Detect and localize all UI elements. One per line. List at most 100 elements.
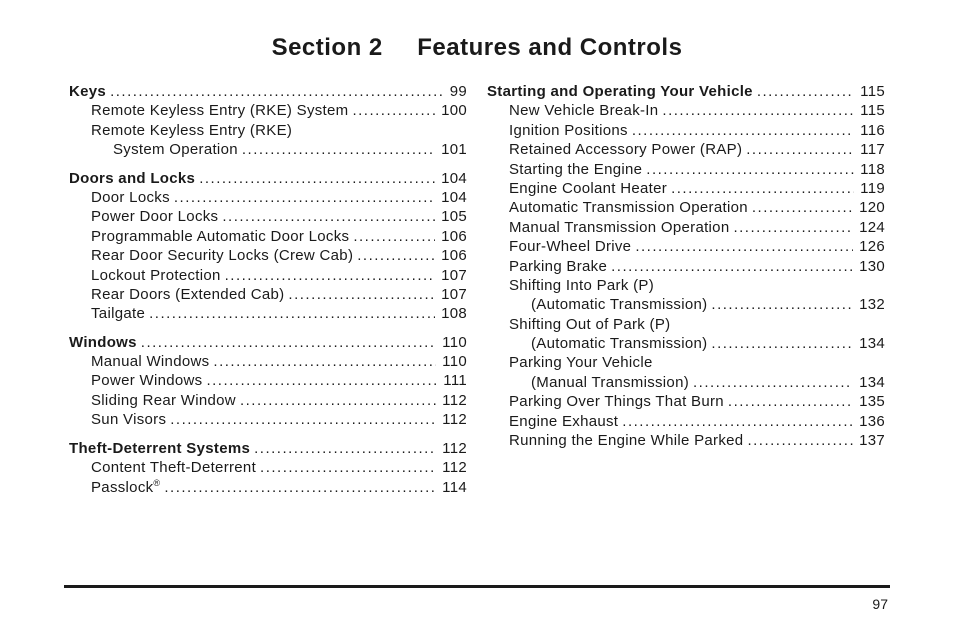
- toc-label: Passlock®: [69, 479, 164, 495]
- toc-label: Manual Transmission Operation: [487, 220, 733, 235]
- toc-leader: [635, 239, 853, 254]
- toc-leader: [170, 412, 436, 427]
- page: Section 2 Features and Controls Keys99Re…: [0, 0, 954, 636]
- toc-label: System Operation: [69, 142, 242, 157]
- toc-leader: [199, 171, 435, 186]
- toc-label: Lockout Protection: [69, 268, 225, 283]
- toc-leader: [747, 433, 853, 448]
- toc-label: Content Theft-Deterrent: [69, 460, 260, 475]
- toc-label: Rear Doors (Extended Cab): [69, 287, 288, 302]
- toc-label: Rear Door Security Locks (Crew Cab): [69, 248, 357, 263]
- toc-page: 118: [854, 162, 885, 177]
- toc-line: Manual Windows110: [69, 354, 467, 369]
- toc-leader: [353, 229, 435, 244]
- toc-leader: [746, 142, 854, 157]
- toc-label: Programmable Automatic Door Locks: [69, 229, 353, 244]
- toc-leader: [141, 335, 436, 350]
- section-title: Features and Controls: [417, 34, 682, 61]
- toc-label: Power Windows: [69, 373, 206, 388]
- toc-line: Parking Over Things That Burn135: [487, 394, 885, 409]
- toc-label: Parking Brake: [487, 259, 611, 274]
- toc-page: 112: [436, 441, 467, 456]
- toc-line: Programmable Automatic Door Locks 106: [69, 229, 467, 244]
- toc-line: Manual Transmission Operation 124: [487, 220, 885, 235]
- toc-line: Parking Brake130: [487, 259, 885, 274]
- toc-label: Starting the Engine: [487, 162, 646, 177]
- toc-page: 104: [435, 190, 467, 205]
- toc-leader: [757, 84, 854, 99]
- toc-line: Door Locks104: [69, 190, 467, 205]
- toc-leader: [110, 84, 444, 99]
- toc-page: 111: [437, 373, 467, 388]
- toc-page: 104: [435, 171, 467, 186]
- toc-leader: [711, 336, 853, 351]
- section-header: Section 2 Features and Controls: [0, 0, 954, 84]
- toc-line: Parking Your Vehicle: [487, 355, 885, 370]
- toc-line: (Automatic Transmission)132: [487, 297, 885, 312]
- toc-line: Tailgate108: [69, 306, 467, 321]
- toc-leader: [752, 200, 853, 215]
- toc-line: (Manual Transmission)134: [487, 375, 885, 390]
- toc-left-column: Keys99Remote Keyless Entry (RKE) System1…: [69, 84, 467, 500]
- toc-leader: [149, 306, 435, 321]
- toc-label: Remote Keyless Entry (RKE): [69, 123, 296, 138]
- toc-page: 107: [435, 268, 467, 283]
- toc-page: 101: [435, 142, 467, 157]
- toc-page: 106: [435, 248, 467, 263]
- toc-label: Sun Visors: [69, 412, 170, 427]
- section-number: Section 2: [272, 34, 383, 61]
- toc-label: Retained Accessory Power (RAP): [487, 142, 746, 157]
- toc-page: 119: [854, 181, 885, 196]
- toc-leader: [352, 103, 435, 118]
- toc-line: Sun Visors112: [69, 412, 467, 427]
- toc-page: 106: [435, 229, 467, 244]
- toc-line: Starting the Engine 118: [487, 162, 885, 177]
- toc-label: Automatic Transmission Operation: [487, 200, 752, 215]
- toc-page: 135: [853, 394, 885, 409]
- toc-page: 132: [853, 297, 885, 312]
- toc-leader: [622, 414, 853, 429]
- toc-line: Doors and Locks104: [69, 171, 467, 186]
- toc-line: (Automatic Transmission)134: [487, 336, 885, 351]
- toc-leader: [733, 220, 853, 235]
- toc-leader: [206, 373, 437, 388]
- toc-line: Sliding Rear Window112: [69, 393, 467, 408]
- toc-leader: [728, 394, 853, 409]
- toc-leader: [632, 123, 854, 138]
- toc-page: 120: [853, 200, 885, 215]
- toc-page: 115: [854, 103, 885, 118]
- toc-page: 124: [853, 220, 885, 235]
- toc-label: Windows: [69, 335, 141, 350]
- toc-line: Windows 110: [69, 335, 467, 350]
- toc-label: Four-Wheel Drive: [487, 239, 635, 254]
- toc-leader: [225, 268, 435, 283]
- toc-page: 134: [853, 336, 885, 351]
- toc-columns: Keys99Remote Keyless Entry (RKE) System1…: [0, 84, 954, 500]
- toc-line: Shifting Into Park (P): [487, 278, 885, 293]
- toc-line: Passlock®114: [69, 479, 467, 495]
- toc-line: Rear Door Security Locks (Crew Cab) 106: [69, 248, 467, 263]
- toc-leader: [646, 162, 854, 177]
- toc-label: Manual Windows: [69, 354, 213, 369]
- toc-line: Automatic Transmission Operation 120: [487, 200, 885, 215]
- toc-leader: [711, 297, 853, 312]
- toc-line: New Vehicle Break-In115: [487, 103, 885, 118]
- toc-page: 110: [436, 335, 467, 350]
- toc-leader: [240, 393, 436, 408]
- toc-line: Engine Coolant Heater119: [487, 181, 885, 196]
- toc-leader: [254, 441, 436, 456]
- toc-leader: [671, 181, 854, 196]
- toc-leader: [288, 287, 435, 302]
- toc-label: Running the Engine While Parked: [487, 433, 747, 448]
- toc-leader: [242, 142, 435, 157]
- toc-label: Parking Your Vehicle: [487, 355, 657, 370]
- toc-line: Lockout Protection 107: [69, 268, 467, 283]
- toc-page: 100: [435, 103, 467, 118]
- toc-leader: [222, 209, 435, 224]
- toc-label: Starting and Operating Your Vehicle: [487, 84, 757, 99]
- toc-page: 116: [854, 123, 885, 138]
- toc-leader: [164, 480, 436, 495]
- toc-leader: [662, 103, 854, 118]
- toc-line: Theft-Deterrent Systems112: [69, 441, 467, 456]
- toc-line: Starting and Operating Your Vehicle115: [487, 84, 885, 99]
